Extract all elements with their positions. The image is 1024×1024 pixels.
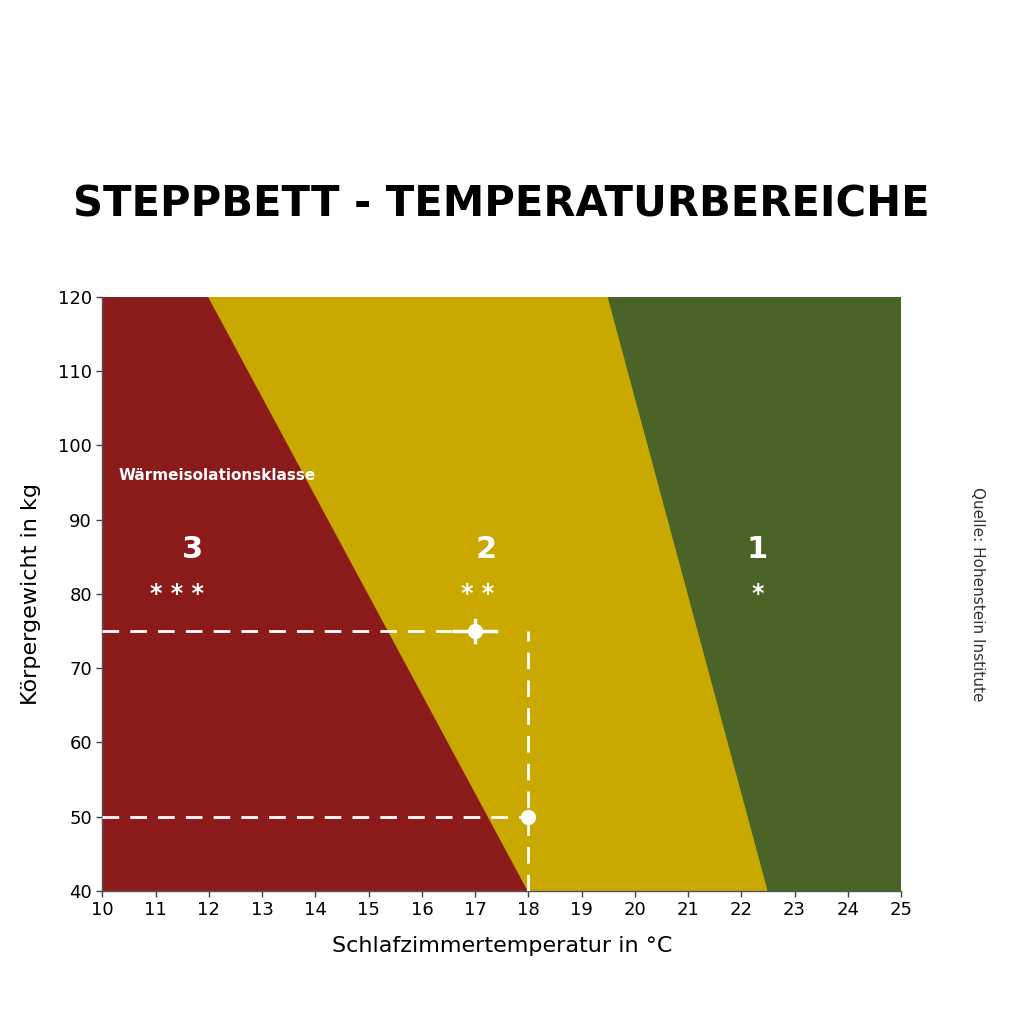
Polygon shape <box>209 297 768 891</box>
X-axis label: Schlafzimmertemperatur in °C: Schlafzimmertemperatur in °C <box>332 936 672 956</box>
Polygon shape <box>102 297 528 891</box>
Text: Wärmeisolationsklasse: Wärmeisolationsklasse <box>119 468 315 482</box>
Text: 1: 1 <box>746 535 768 564</box>
Text: 3: 3 <box>182 535 204 564</box>
Y-axis label: Körpergewicht in kg: Körpergewicht in kg <box>22 483 41 705</box>
Text: * *: * * <box>461 582 495 606</box>
Text: 2: 2 <box>475 535 497 564</box>
Polygon shape <box>608 297 901 891</box>
Text: *: * <box>751 582 764 606</box>
Text: Quelle: Hohenstein Institute: Quelle: Hohenstein Institute <box>971 486 985 701</box>
Text: * * *: * * * <box>150 582 204 606</box>
Text: STEPPBETT - TEMPERATURBEREICHE: STEPPBETT - TEMPERATURBEREICHE <box>74 183 930 226</box>
